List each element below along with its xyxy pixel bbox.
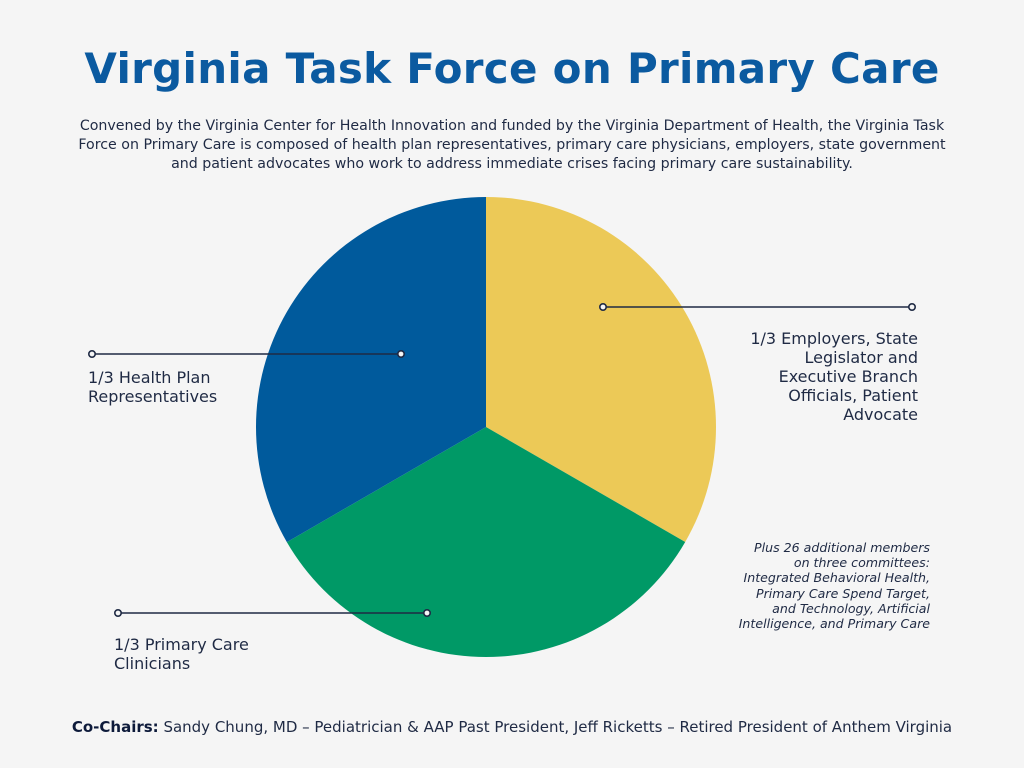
co-chairs-label: Co-Chairs: <box>71 718 159 736</box>
slice-primary-care <box>286 427 686 657</box>
label-line: Executive Branch <box>778 367 918 386</box>
leader-endpoint <box>598 302 607 311</box>
co-chairs-names: Sandy Chung, MD – Pediatrician & AAP Pas… <box>158 718 953 736</box>
label-employers: 1/3 Employers, State Legislator and Exec… <box>690 329 918 424</box>
label-line: Clinicians <box>114 654 191 673</box>
leader-endpoint <box>422 608 431 617</box>
note-line: Integrated Behavioral Health, <box>743 570 930 586</box>
label-line: Officials, Patient <box>788 386 918 405</box>
note-line: Intelligence, and Primary Care <box>738 616 930 632</box>
leader-endpoint <box>907 302 916 311</box>
label-line: Legislator and <box>804 348 919 367</box>
label-line: 1/3 Health Plan <box>88 368 211 387</box>
co-chairs-footer: Co-Chairs: Sandy Chung, MD – Pediatricia… <box>0 718 1024 736</box>
pie-slices <box>255 197 716 657</box>
label-line: Advocate <box>843 405 918 424</box>
note-line: Plus 26 additional members <box>754 540 930 555</box>
leader-lines <box>88 302 916 617</box>
label-line: Representatives <box>88 387 218 406</box>
leader-endpoint <box>114 608 123 617</box>
committees-note: Plus 26 additional members on three comm… <box>700 540 930 631</box>
label-line: 1/3 Employers, State <box>750 329 918 348</box>
label-line: 1/3 Primary Care <box>114 635 249 654</box>
note-line: on three committees: <box>793 555 930 571</box>
label-health-plan: 1/3 Health Plan Representatives <box>88 368 217 406</box>
slice-employers <box>486 197 716 542</box>
leader-endpoint <box>396 349 405 358</box>
label-primary-care: 1/3 Primary Care Clinicians <box>114 635 249 673</box>
note-line: Primary Care Spend Target, <box>756 585 930 601</box>
leader-endpoint <box>88 349 97 358</box>
note-line: and Technology, Artificial <box>772 600 930 616</box>
page-title: Virginia Task Force on Primary Care <box>84 44 940 93</box>
description: Convened by the Virginia Center for Heal… <box>78 118 946 172</box>
slice-health-plan <box>255 197 486 543</box>
